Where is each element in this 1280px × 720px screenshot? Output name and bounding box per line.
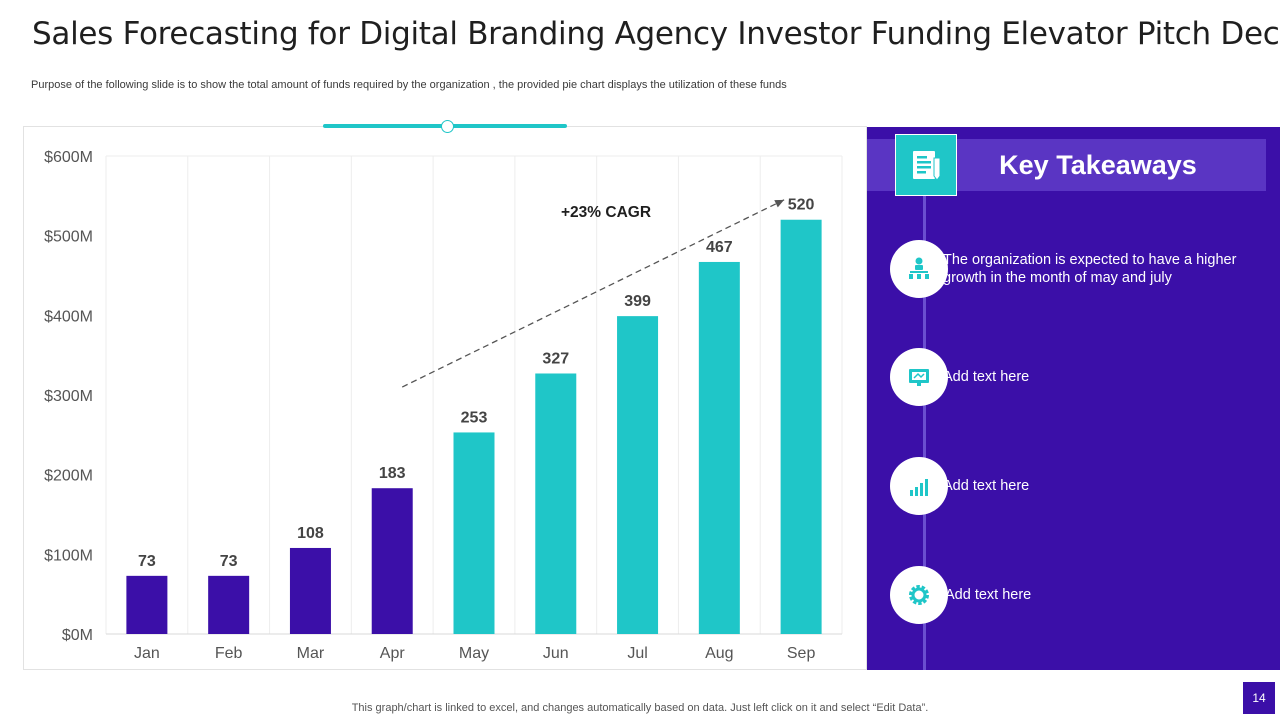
key-takeaways-heading: Key Takeaways (999, 150, 1197, 180)
takeaway-text-4: Add text here (945, 587, 1032, 603)
trend-arrowhead (774, 199, 785, 208)
data-label: 253 (461, 409, 488, 426)
y-tick-label: $100M (44, 547, 93, 564)
presentation-icon (890, 348, 948, 406)
y-tick-label: $400M (44, 308, 93, 325)
y-tick-label: $300M (44, 388, 93, 405)
footer-note: This graph/chart is linked to excel, and… (351, 702, 929, 714)
org-chart-icon (890, 240, 948, 298)
data-label: 399 (624, 293, 651, 310)
y-tick-label: $200M (44, 468, 93, 485)
x-tick-label: Aug (705, 645, 733, 662)
takeaway-text-2: Add text here (943, 369, 1030, 385)
timeline-line (923, 196, 926, 670)
bar-chart[interactable]: $0M $100M $200M $300M $400M $500M $600M 73 Jan 73… (0, 0, 867, 690)
trend-arrow (401, 199, 785, 388)
bar-apr[interactable] (371, 488, 413, 634)
x-tick-label: Feb (215, 645, 243, 662)
slide-title: Sales Forecasting for Digital Branding A… (32, 16, 1280, 52)
bar-feb[interactable] (208, 575, 250, 634)
bar-jun[interactable] (535, 373, 577, 634)
x-tick-label: Mar (297, 645, 325, 662)
bar-mar[interactable] (289, 547, 331, 634)
data-label: 108 (297, 525, 324, 542)
y-tick-label: $500M (44, 229, 93, 246)
data-label: 73 (220, 553, 238, 570)
bar-jul[interactable] (617, 316, 659, 634)
takeaway-text-1: The organization is expected to have a h… (943, 252, 1237, 286)
takeaway-text-3: Add text here (943, 478, 1030, 494)
data-label: 520 (788, 197, 815, 214)
data-label: 73 (138, 553, 156, 570)
bar-may[interactable] (453, 432, 495, 634)
x-tick-label: Apr (380, 645, 406, 662)
x-tick-label: May (459, 645, 489, 662)
bar-jan[interactable] (126, 575, 168, 634)
chart-slider-handle[interactable] (441, 120, 454, 133)
document-icon (895, 134, 957, 196)
x-tick-label: Sep (787, 645, 816, 662)
data-label: 183 (379, 465, 406, 482)
x-tick-label: Jan (134, 645, 160, 662)
y-tick-label: $0M (62, 627, 93, 644)
bar-chart-icon (890, 457, 948, 515)
y-tick-label: $600M (44, 149, 93, 166)
gear-icon (890, 566, 948, 624)
slide-subtitle: Purpose of the following slide is to sho… (31, 79, 787, 91)
x-tick-label: Jul (627, 645, 647, 662)
bar-aug[interactable] (698, 261, 740, 634)
page-number: 14 (1243, 682, 1275, 714)
data-label: 467 (706, 239, 733, 256)
cagr-annotation: +23% CAGR (561, 204, 651, 221)
bar-sep[interactable] (780, 219, 822, 634)
data-label: 327 (542, 350, 569, 367)
x-tick-label: Jun (543, 645, 569, 662)
